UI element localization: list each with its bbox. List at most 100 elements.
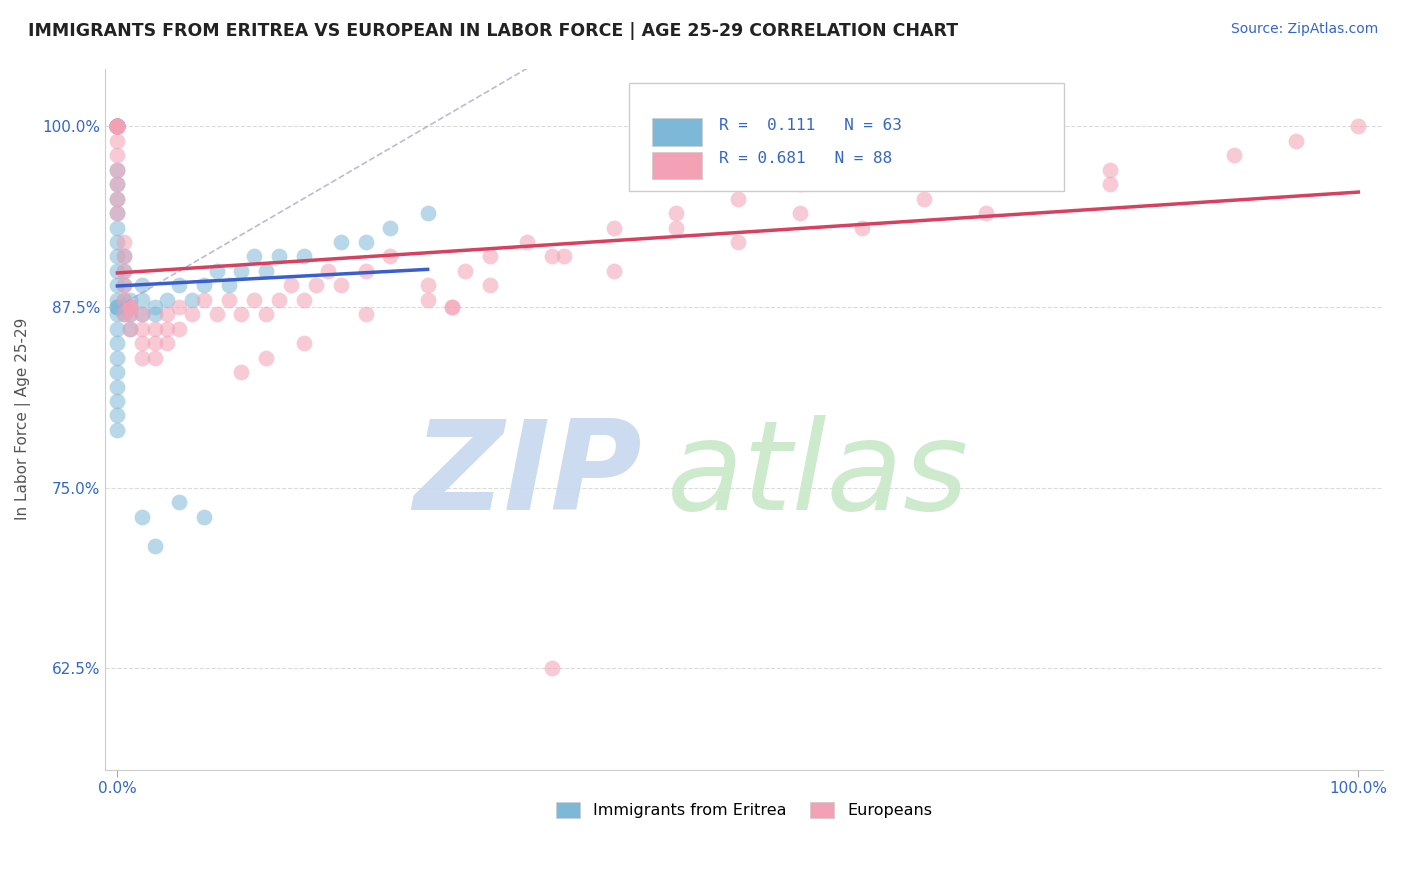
Point (169, 495, 191, 509)
Point (329, 278, 352, 293)
Point (441, 300, 464, 314)
Point (540, 250, 562, 264)
Point (105, 351, 128, 365)
FancyBboxPatch shape (628, 83, 1063, 191)
Point (131, 307, 153, 321)
Point (292, 250, 315, 264)
Point (105, 300, 128, 314)
Point (112, 307, 135, 321)
Point (974, 148, 997, 162)
Point (912, 192, 935, 206)
Point (292, 336, 315, 351)
Point (478, 278, 501, 293)
Point (851, 220, 873, 235)
Point (131, 307, 153, 321)
Point (112, 278, 135, 293)
Point (105, 120, 128, 134)
Point (143, 322, 166, 336)
Point (112, 264, 135, 278)
Point (1099, 162, 1122, 177)
Point (354, 264, 377, 278)
Point (416, 293, 439, 307)
Point (105, 120, 128, 134)
Point (105, 365, 128, 379)
Point (354, 307, 377, 321)
Point (105, 120, 128, 134)
Point (156, 322, 179, 336)
Point (112, 264, 135, 278)
Point (454, 264, 477, 278)
Point (416, 278, 439, 293)
Point (105, 120, 128, 134)
Point (112, 278, 135, 293)
Point (218, 278, 240, 293)
Point (243, 293, 266, 307)
Point (267, 293, 290, 307)
Point (105, 300, 128, 314)
Point (118, 307, 141, 321)
Point (205, 307, 228, 321)
Point (105, 120, 128, 134)
Point (169, 300, 191, 314)
Point (105, 307, 128, 321)
Point (974, 206, 997, 220)
Point (105, 120, 128, 134)
Point (118, 300, 141, 314)
Point (478, 250, 501, 264)
Point (156, 307, 179, 321)
Text: R =  0.111   N = 63: R = 0.111 N = 63 (718, 118, 901, 133)
Point (118, 322, 141, 336)
Point (105, 394, 128, 409)
Point (380, 250, 402, 264)
Point (105, 250, 128, 264)
Point (105, 120, 128, 134)
Point (180, 293, 202, 307)
Point (156, 293, 179, 307)
Point (112, 250, 135, 264)
Point (254, 264, 277, 278)
Point (380, 220, 402, 235)
Point (516, 235, 538, 249)
Point (205, 264, 228, 278)
Point (112, 307, 135, 321)
Point (131, 278, 153, 293)
Point (292, 293, 315, 307)
Legend: Immigrants from Eritrea, Europeans: Immigrants from Eritrea, Europeans (550, 796, 938, 825)
Point (553, 250, 575, 264)
Point (231, 307, 253, 321)
Point (169, 278, 191, 293)
FancyBboxPatch shape (652, 119, 702, 145)
Point (105, 300, 128, 314)
Point (105, 322, 128, 336)
Point (118, 300, 141, 314)
Point (118, 293, 141, 307)
Point (193, 278, 215, 293)
Point (1285, 134, 1308, 148)
Text: atlas: atlas (668, 415, 970, 536)
Point (105, 423, 128, 437)
Point (131, 351, 153, 365)
Point (143, 307, 166, 321)
Point (143, 336, 166, 351)
Point (131, 293, 153, 307)
Point (105, 206, 128, 220)
Point (254, 351, 277, 365)
Point (112, 235, 135, 249)
Point (180, 307, 202, 321)
Point (416, 206, 439, 220)
Point (105, 120, 128, 134)
Point (665, 206, 688, 220)
Point (267, 250, 290, 264)
Point (851, 162, 873, 177)
Point (143, 539, 166, 553)
Point (254, 307, 277, 321)
Point (118, 307, 141, 321)
Point (441, 300, 464, 314)
Point (218, 293, 240, 307)
Text: Source: ZipAtlas.com: Source: ZipAtlas.com (1230, 22, 1378, 37)
Point (665, 220, 688, 235)
Point (105, 120, 128, 134)
Point (105, 192, 128, 206)
Point (105, 162, 128, 177)
Point (193, 293, 215, 307)
